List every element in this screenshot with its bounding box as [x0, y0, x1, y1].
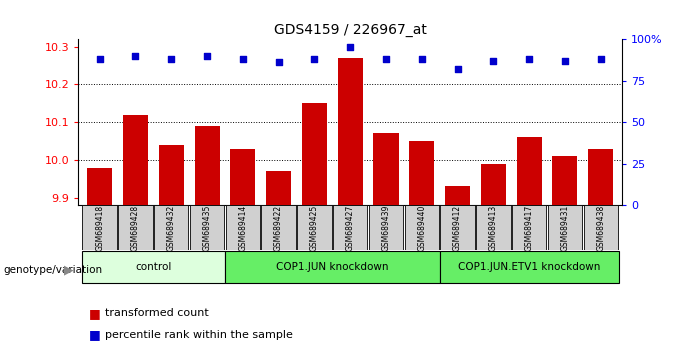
FancyBboxPatch shape [440, 251, 619, 283]
Text: GSM689431: GSM689431 [560, 204, 569, 251]
Point [416, 56, 427, 62]
Point [309, 56, 320, 62]
Title: GDS4159 / 226967_at: GDS4159 / 226967_at [274, 23, 426, 36]
Point [166, 56, 177, 62]
FancyBboxPatch shape [405, 205, 439, 250]
Bar [302, 103, 327, 205]
Point [130, 53, 141, 58]
Text: percentile rank within the sample: percentile rank within the sample [105, 330, 293, 339]
Text: transformed count: transformed count [105, 308, 209, 318]
Point [273, 59, 284, 65]
Bar [123, 115, 148, 205]
FancyBboxPatch shape [82, 205, 117, 250]
FancyBboxPatch shape [583, 205, 618, 250]
FancyBboxPatch shape [261, 205, 296, 250]
Text: GSM689422: GSM689422 [274, 204, 283, 251]
Text: GSM689428: GSM689428 [131, 204, 140, 251]
Text: GSM689435: GSM689435 [203, 204, 211, 251]
Point [95, 56, 105, 62]
Point [452, 66, 463, 72]
Point [345, 45, 356, 50]
Text: GSM689438: GSM689438 [596, 204, 605, 251]
Bar [445, 187, 470, 205]
Text: GSM689439: GSM689439 [381, 204, 390, 251]
Bar [517, 137, 542, 205]
Text: GSM689412: GSM689412 [453, 204, 462, 251]
FancyBboxPatch shape [154, 205, 188, 250]
Text: GSM689417: GSM689417 [525, 204, 534, 251]
FancyBboxPatch shape [548, 205, 582, 250]
Bar [409, 141, 435, 205]
Bar [266, 171, 291, 205]
Bar [194, 126, 220, 205]
Bar [481, 164, 506, 205]
Bar [158, 145, 184, 205]
Text: ▶: ▶ [64, 263, 73, 276]
Text: ■: ■ [88, 328, 100, 341]
Text: control: control [135, 262, 171, 272]
Point [524, 56, 534, 62]
FancyBboxPatch shape [297, 205, 332, 250]
Point [488, 58, 499, 63]
Text: GSM689427: GSM689427 [345, 204, 355, 251]
Point [201, 53, 212, 58]
Point [237, 56, 248, 62]
Bar [338, 58, 362, 205]
Text: COP1.JUN.ETV1 knockdown: COP1.JUN.ETV1 knockdown [458, 262, 600, 272]
Text: genotype/variation: genotype/variation [3, 265, 103, 275]
Bar [231, 149, 256, 205]
FancyBboxPatch shape [369, 205, 403, 250]
Point [595, 56, 606, 62]
Bar [588, 149, 613, 205]
FancyBboxPatch shape [441, 205, 475, 250]
Text: GSM689413: GSM689413 [489, 204, 498, 251]
Point [560, 58, 571, 63]
FancyBboxPatch shape [225, 251, 440, 283]
Text: GSM689418: GSM689418 [95, 204, 104, 251]
Text: ■: ■ [88, 307, 100, 320]
FancyBboxPatch shape [190, 205, 224, 250]
Bar [87, 167, 112, 205]
FancyBboxPatch shape [82, 251, 225, 283]
FancyBboxPatch shape [118, 205, 152, 250]
Text: GSM689425: GSM689425 [310, 204, 319, 251]
FancyBboxPatch shape [476, 205, 511, 250]
Text: GSM689432: GSM689432 [167, 204, 175, 251]
Bar [373, 133, 398, 205]
FancyBboxPatch shape [333, 205, 367, 250]
FancyBboxPatch shape [226, 205, 260, 250]
Bar [552, 156, 577, 205]
Text: COP1.JUN knockdown: COP1.JUN knockdown [276, 262, 388, 272]
Text: GSM689414: GSM689414 [238, 204, 248, 251]
Text: GSM689440: GSM689440 [418, 204, 426, 251]
Point [381, 56, 392, 62]
FancyBboxPatch shape [512, 205, 546, 250]
